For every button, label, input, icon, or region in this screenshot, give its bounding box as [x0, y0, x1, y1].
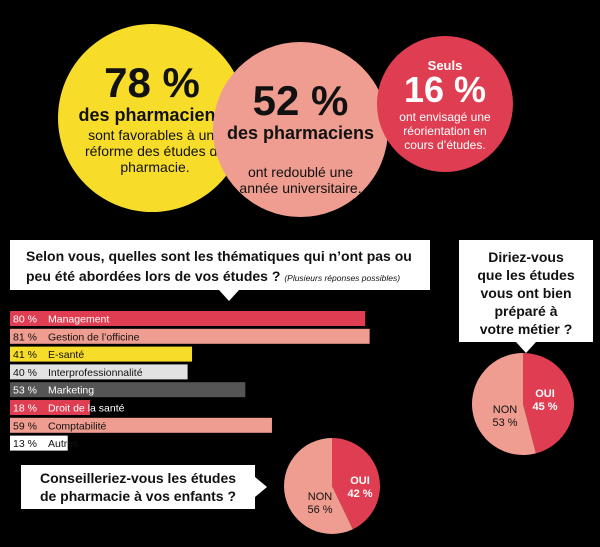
bar-category-label: Droit de la santé: [48, 403, 125, 415]
pie-slice: [523, 353, 574, 454]
bar-category-label: Interprofessionnalité: [48, 367, 143, 379]
bar: [10, 328, 370, 344]
stat-text: ont redoublé une année universitaire.: [239, 164, 362, 196]
bar: [10, 417, 272, 433]
question-advise-bubble: Conseilleriez-vous les études de pharmac…: [21, 465, 267, 509]
bar: [10, 311, 366, 326]
bar-value-label: 81 %: [13, 331, 37, 343]
question-preparation-bubble: Diriez-vous que les études vous ont bien…: [459, 240, 593, 353]
stat-circle-repeat: 52 % des pharmaciens ont redoublé une an…: [213, 42, 388, 217]
question-line-2: peu été abordées lors de vos études ?: [26, 268, 281, 284]
bar-category-label: Autres: [48, 438, 78, 450]
bar-category-label: E-santé: [48, 349, 84, 361]
pie-slice: [284, 438, 353, 534]
bar-value-label: 13 %: [13, 438, 37, 450]
pie-slice-label: OUI: [535, 388, 555, 400]
stat-top: Seuls: [427, 58, 463, 73]
stat-value: 78 %: [104, 59, 200, 106]
bar-category-label: Gestion de l’officine: [48, 331, 140, 343]
bubble-tail: [255, 477, 267, 497]
bar-category-label: Marketing: [48, 385, 94, 397]
bar-value-label: 18 %: [13, 403, 37, 415]
stat-circle-reorientation: Seuls 16 % ont envisagé une réorientatio…: [377, 36, 513, 172]
stat-bold: des pharmaciens: [226, 123, 375, 143]
question-line: peu été abordées lors de vos études ? (P…: [26, 266, 424, 288]
pie-slice-percent: 56 %: [307, 504, 332, 516]
pie-slice-percent: 53 %: [492, 417, 517, 429]
question-line: que les études: [477, 267, 575, 283]
question-line: préparé à: [494, 303, 558, 319]
question-topics-bubble: Selon vous, quelles sont les thématiques…: [10, 240, 430, 301]
bar-value-label: 80 %: [13, 314, 37, 326]
bar-value-label: 41 %: [13, 349, 37, 361]
question-line: Selon vous, quelles sont les thématiques…: [26, 248, 412, 264]
bar: [10, 400, 90, 415]
stat-text: ont envisagé une réorientation en cours …: [399, 110, 491, 152]
bar-category-label: Management: [48, 314, 109, 326]
stat-bold: des pharmaciens: [78, 105, 226, 125]
question-line: de pharmacie à vos enfants ?: [39, 488, 237, 504]
question-line: Diriez-vous: [488, 249, 564, 265]
bar: [10, 364, 188, 380]
bar: [10, 382, 246, 398]
stat-value: 52 %: [252, 77, 349, 124]
question-line: votre métier ?: [479, 321, 573, 337]
stat-text: sont favorables à une réforme des études…: [84, 127, 226, 175]
pie-slice: [472, 353, 536, 455]
pie-slice-label: NON: [493, 404, 518, 416]
bubble-tail: [219, 290, 239, 301]
question-note: (Plusieurs réponses possibles): [284, 273, 401, 283]
question-line: vous ont bien: [480, 285, 572, 301]
question-line: Conseilleriez-vous les études: [39, 470, 237, 486]
bar: [10, 435, 68, 451]
pie-slice-percent: 42 %: [347, 488, 372, 500]
stat-value: 16 %: [403, 69, 487, 110]
pie-slice-label: NON: [308, 491, 333, 503]
bar: [10, 346, 193, 362]
pie-slice-label: OUI: [350, 475, 370, 487]
bar-value-label: 40 %: [13, 367, 37, 379]
bar-value-label: 59 %: [13, 420, 37, 432]
bar-category-label: Comptabilité: [48, 420, 107, 432]
pie-slice: [332, 438, 381, 530]
pie-slice-percent: 45 %: [532, 401, 557, 413]
bar-value-label: 53 %: [13, 385, 37, 397]
bubble-tail: [516, 342, 536, 353]
